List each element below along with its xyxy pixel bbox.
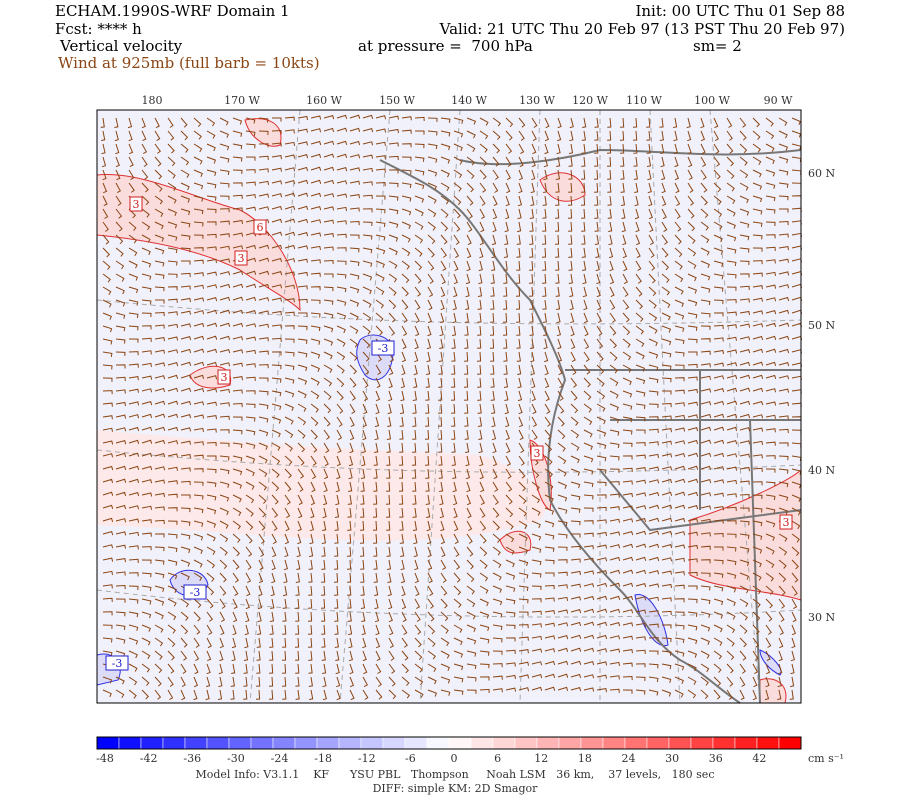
contour-label: 3: [783, 516, 790, 529]
colorbar-unit: cm s⁻¹: [808, 752, 844, 765]
colorbar-cell: [624, 736, 648, 750]
colorbar-cell: [712, 736, 736, 750]
colorbar-cell: [558, 736, 582, 750]
colorbar-cell: [646, 736, 670, 750]
longitude-label: 170 W: [224, 94, 260, 107]
latitude-label: 50 N: [808, 319, 835, 332]
colorbar-cell: [162, 736, 186, 750]
colorbar-tick-label: 24: [621, 752, 635, 765]
contour-label-box: [371, 340, 395, 356]
colorbar-cell: [272, 736, 296, 750]
colorbar-cell: [228, 736, 252, 750]
colorbar-cell: [294, 736, 318, 750]
contour-label-box: [779, 514, 793, 530]
colorbar-tick-label: 6: [494, 752, 501, 765]
contour-label-box: [530, 445, 544, 461]
colorbar-tick-label: 36: [709, 752, 723, 765]
colorbar-cell: [140, 736, 164, 750]
colorbar-cell: [690, 736, 714, 750]
longitude-label: 90 W: [764, 94, 793, 107]
wind-barbs: [100, 114, 803, 701]
colorbar-tick-label: -18: [314, 752, 332, 765]
contour-label: 3: [133, 198, 140, 211]
colorbar-tick-label: -42: [140, 752, 158, 765]
colorbar-tick-label: -48: [96, 752, 114, 765]
longitude-label: 180: [142, 94, 163, 107]
colorbar-cell: [426, 736, 450, 750]
longitude-label: 140 W: [451, 94, 487, 107]
contour-label-box: [129, 196, 143, 212]
contour-label: 3: [534, 447, 541, 460]
colorbar-tick-label: 18: [578, 752, 592, 765]
colorbar-cell: [778, 736, 802, 750]
model-info: Model Info: V3.1.1 KF YSU PBL Thompson N…: [196, 768, 715, 781]
colorbar-cell: [184, 736, 208, 750]
colorbar-cell: [118, 736, 142, 750]
contour-label: -3: [112, 657, 123, 670]
title: ECHAM.1990S-WRF Domain 1: [55, 2, 290, 20]
colorbar-cell: [448, 736, 472, 750]
colorbar-cell: [470, 736, 494, 750]
contour-label: 3: [238, 252, 245, 265]
contour-label: 6: [257, 221, 264, 234]
forecast: Fcst: **** h: [55, 20, 142, 38]
contour-label: -3: [378, 342, 389, 355]
colorbar-tick-label: 0: [451, 752, 458, 765]
colorbar-cell: [96, 736, 120, 750]
contour-label: -3: [190, 586, 201, 599]
smoothing: sm= 2: [693, 37, 742, 55]
longitude-label: 100 W: [694, 94, 730, 107]
colorbar-tick-label: 12: [534, 752, 548, 765]
colorbar-cell: [382, 736, 406, 750]
longitude-label: 120 W: [572, 94, 608, 107]
contour-label: 3: [221, 371, 228, 384]
colorbar-cell: [734, 736, 758, 750]
latitude-label: 60 N: [808, 167, 835, 180]
latitude-label: 40 N: [808, 464, 835, 477]
longitude-label: 150 W: [379, 94, 415, 107]
colorbar-cell: [536, 736, 560, 750]
colorbar-tick-label: -30: [227, 752, 245, 765]
colorbar-tick-label: -36: [183, 752, 201, 765]
init-time: Init: 00 UTC Thu 01 Sep 88: [635, 2, 845, 20]
colorbar-cell: [206, 736, 230, 750]
colorbar-tick-label: 30: [665, 752, 679, 765]
colorbar-tick-label: -6: [405, 752, 416, 765]
longitude-label: 160 W: [306, 94, 342, 107]
colorbar-cell: [360, 736, 384, 750]
colorbar-cell: [756, 736, 780, 750]
field: Vertical velocity: [59, 37, 183, 55]
contour-label-box: [217, 369, 231, 385]
contour-label-box: [253, 219, 267, 235]
colorbar-cell: [668, 736, 692, 750]
colorbar-cell: [514, 736, 538, 750]
pressure: at pressure = 700 hPa: [358, 37, 533, 55]
map-frame: [96, 109, 802, 704]
coastlines: [379, 148, 802, 704]
contour-label-box: [105, 655, 129, 671]
colorbar-cell: [580, 736, 604, 750]
colorbar-cell: [602, 736, 626, 750]
colorbar-cell: [316, 736, 340, 750]
latitude-label: 30 N: [808, 611, 835, 624]
colorbar-tick-label: -12: [358, 752, 376, 765]
diff-info: DIFF: simple KM: 2D Smagor: [373, 782, 539, 795]
colorbar-cell: [338, 736, 362, 750]
colorbar-cell: [492, 736, 516, 750]
colorbar-cell: [404, 736, 428, 750]
longitude-label: 130 W: [519, 94, 555, 107]
wind-note: Wind at 925mb (full barb = 10kts): [58, 54, 320, 72]
longitude-label: 110 W: [626, 94, 662, 107]
contour-label-box: [183, 584, 207, 600]
colorbar-tick-label: 42: [752, 752, 766, 765]
colorbar-cell: [250, 736, 274, 750]
colorbar-tick-label: -24: [271, 752, 289, 765]
contour-label-box: [234, 250, 248, 266]
valid-time: Valid: 21 UTC Thu 20 Feb 97 (13 PST Thu …: [439, 20, 845, 38]
colorbar-frame: [96, 736, 802, 750]
